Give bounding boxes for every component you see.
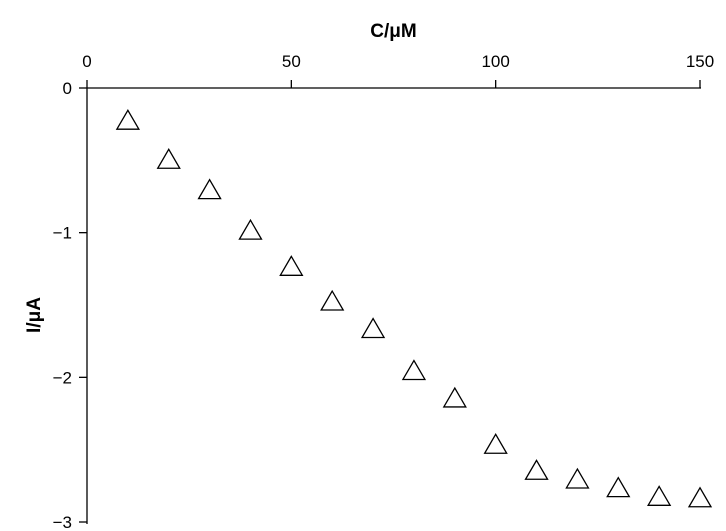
- data-point-triangle: [279, 255, 304, 276]
- data-point-triangle: [606, 476, 631, 498]
- data-point-triangle: [524, 459, 549, 480]
- y-tick-label: −1: [53, 224, 72, 243]
- y-ticks: 0 −1 −2 −3: [53, 79, 87, 531]
- x-tick-label: 50: [282, 52, 301, 71]
- x-tick-label: 150: [686, 52, 714, 71]
- x-axis-title: C/μM: [370, 21, 416, 42]
- data-point-triangle: [483, 433, 508, 454]
- data-point-triangle: [565, 467, 590, 489]
- data-point-triangle: [401, 359, 427, 381]
- data-points: [115, 108, 713, 508]
- data-point-triangle: [360, 317, 386, 339]
- data-point-triangle: [156, 148, 181, 169]
- x-tick-label: 0: [82, 52, 91, 71]
- y-tick-label: −3: [53, 513, 72, 531]
- y-tick-label: 0: [63, 79, 72, 98]
- y-axis-title: I/μA: [24, 297, 45, 333]
- data-point-triangle: [115, 108, 140, 130]
- data-point-triangle: [238, 218, 263, 240]
- data-point-triangle: [320, 289, 345, 311]
- data-point-triangle: [647, 485, 672, 506]
- x-ticks: 0 50 100 150: [82, 52, 714, 88]
- data-point-triangle: [442, 386, 467, 408]
- x-tick-label: 100: [481, 52, 509, 71]
- data-point-triangle: [687, 486, 713, 508]
- data-point-triangle: [197, 178, 222, 200]
- plot-area: 0 50 100 150 0 −1 −2 −3: [53, 52, 715, 531]
- y-tick-label: −2: [53, 368, 72, 387]
